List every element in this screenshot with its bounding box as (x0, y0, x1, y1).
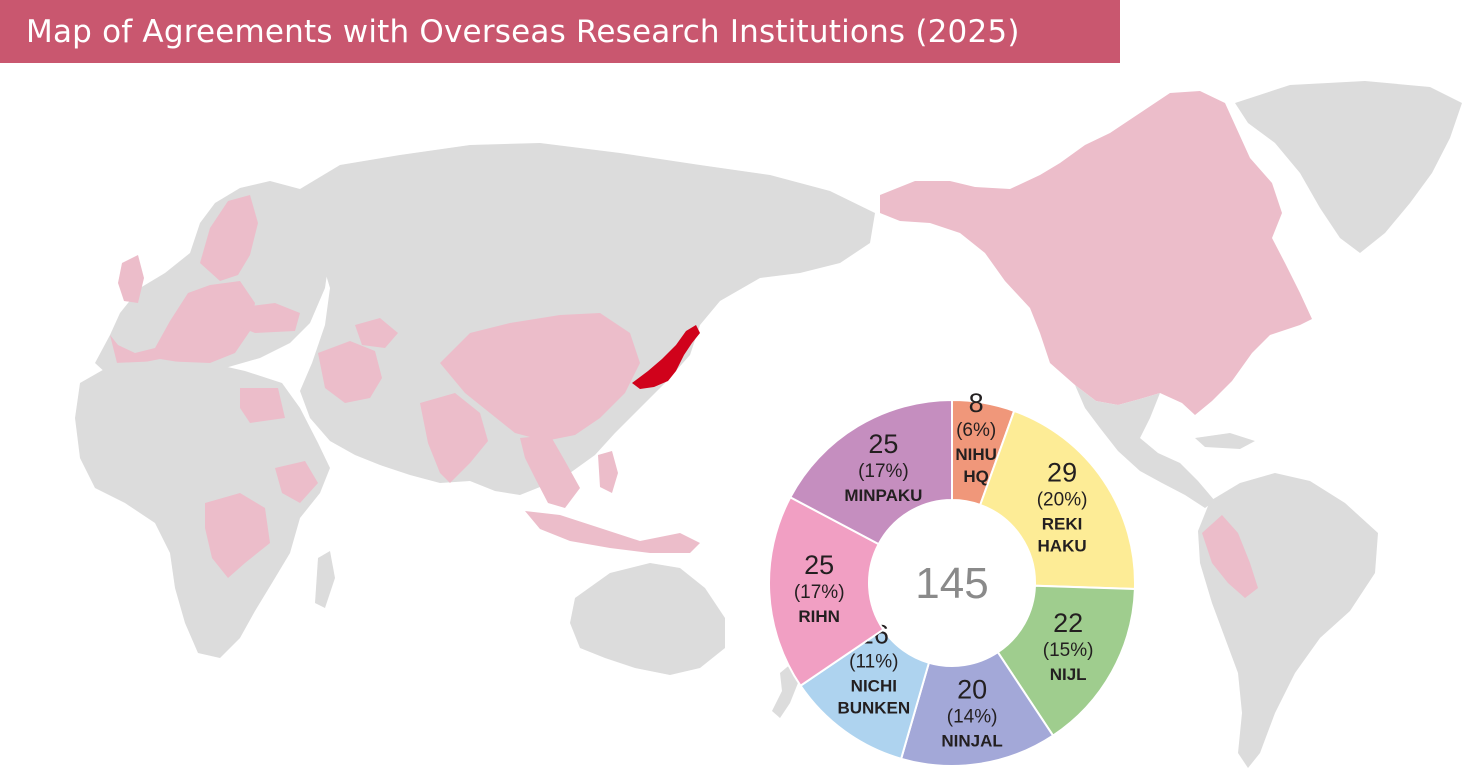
slice-category-label: NIHU (955, 445, 997, 464)
slice-percent-label: (11%) (849, 652, 898, 673)
uk-partner (118, 255, 144, 303)
turkey-partner (235, 303, 300, 333)
donut-slice (978, 409, 1136, 590)
central-asia-partner (355, 318, 398, 348)
slice-percent-label: (15%) (1043, 640, 1094, 661)
philippines-partner (598, 451, 618, 493)
china-partner (440, 313, 640, 441)
slice-category-label: BUNKEN (837, 699, 910, 718)
slice-value-label: 8 (969, 388, 984, 418)
slice-category-label: NIJL (1050, 665, 1087, 684)
slice-category-label: NICHI (851, 677, 897, 696)
donut-slice (768, 495, 885, 688)
mexico-central-america (1075, 385, 1215, 508)
slice-percent-label: (14%) (947, 706, 998, 727)
peru (1202, 515, 1258, 598)
slice-category-label: REKI (1042, 514, 1083, 533)
slice-category-label: HAKU (1038, 536, 1087, 555)
greenland (1235, 81, 1462, 253)
africa (75, 361, 330, 658)
iran-partner (318, 341, 382, 403)
slice-percent-label: (17%) (858, 461, 909, 482)
title-bar: Map of Agreements with Overseas Research… (0, 0, 1120, 63)
slice-value-label: 25 (804, 550, 834, 580)
india-partner (420, 393, 488, 483)
japan (632, 325, 700, 389)
australia (570, 563, 725, 675)
slice-value-label: 29 (1047, 457, 1077, 487)
caribbean (1195, 433, 1255, 449)
donut-slice (996, 584, 1136, 737)
north-america-partners (880, 91, 1312, 415)
madagascar (315, 551, 335, 608)
indonesia-partner (525, 511, 700, 553)
slice-category-label: RIHN (798, 607, 840, 626)
slice-percent-label: (17%) (794, 582, 845, 603)
southeast-asia-partners (520, 435, 580, 508)
slice-percent-label: (6%) (956, 420, 996, 441)
slice-category-label: NINJAL (941, 731, 1002, 750)
slice-category-label: MINPAKU (844, 486, 922, 505)
slice-category-label: HQ (963, 467, 989, 486)
donut-slice (899, 650, 1055, 767)
slice-value-label: 20 (957, 674, 987, 704)
europe-partners (110, 281, 255, 367)
slice-value-label: 22 (1053, 608, 1083, 638)
slice-value-label: 25 (868, 429, 898, 459)
slice-percent-label: (20%) (1037, 489, 1088, 510)
donut-total-label: 145 (915, 559, 988, 608)
scandinavia-partners (200, 195, 258, 281)
world-map (75, 81, 1462, 768)
donut-slice (788, 398, 953, 546)
africa-partners (205, 388, 318, 578)
page-title: Map of Agreements with Overseas Research… (26, 13, 1020, 50)
new-zealand (772, 663, 798, 718)
